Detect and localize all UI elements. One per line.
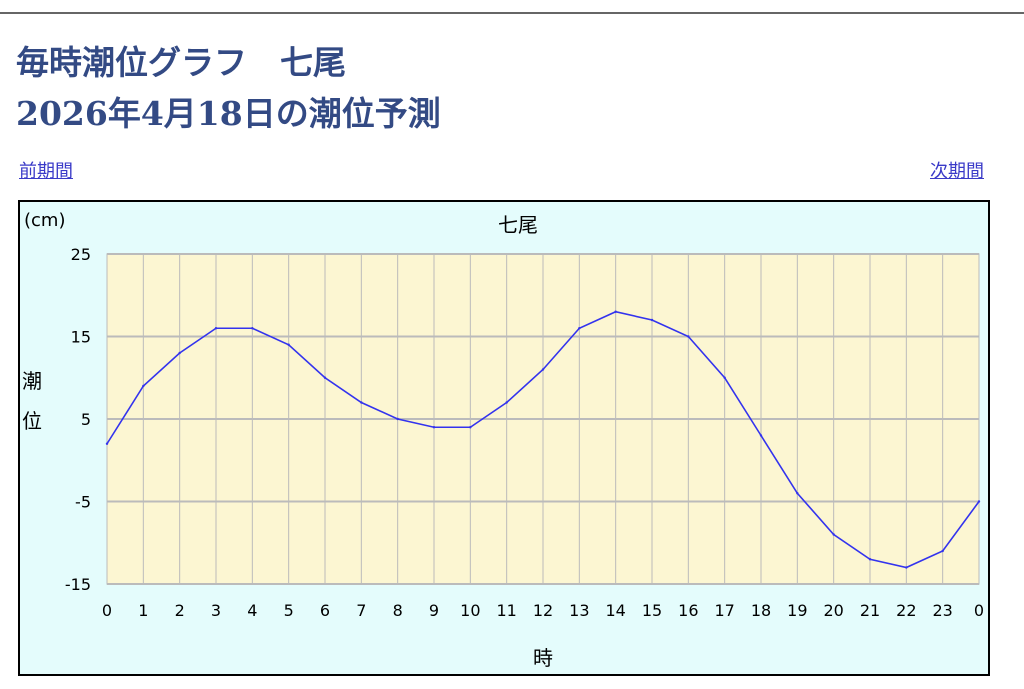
data-point: [396, 417, 399, 421]
chart-title: 七尾: [498, 213, 538, 237]
x-tick-label: 9: [429, 601, 439, 620]
x-tick-label: 23: [932, 601, 952, 620]
data-point: [723, 376, 726, 379]
data-point: [178, 351, 181, 355]
y-tick-label: 25: [71, 245, 91, 264]
x-tick-label: 1: [138, 601, 148, 620]
data-point: [287, 343, 290, 346]
data-point: [614, 310, 617, 313]
data-point: [505, 401, 508, 404]
data-point: [578, 327, 581, 330]
data-point: [469, 426, 472, 429]
x-tick-label: 5: [284, 601, 294, 620]
x-tick-label: 16: [678, 601, 698, 620]
tide-chart: 25 15 5 -5 -15 0 1 2 3 4 5 6 7 8 9 10 11 12 13 14 15 16 17 18 1…: [18, 200, 990, 676]
x-axis-label: 時: [533, 646, 553, 670]
y-tick-label: 5: [81, 410, 91, 429]
x-tick-label: 3: [211, 601, 221, 620]
y-tick-label: 15: [71, 328, 91, 347]
x-tick-label: 19: [787, 601, 807, 620]
prev-period-link[interactable]: 前期間: [19, 161, 73, 182]
x-tick-label: 0: [102, 601, 112, 620]
data-point: [796, 492, 799, 495]
data-point: [142, 384, 145, 388]
data-point: [214, 327, 218, 330]
grid-lines: [106, 253, 980, 585]
next-period-link[interactable]: 次期間: [930, 161, 984, 182]
data-point: [977, 500, 981, 503]
data-point: [905, 566, 908, 569]
data-point: [832, 533, 835, 536]
page-subtitle: 2026年4月18日の潮位予測: [16, 94, 441, 133]
data-point: [105, 442, 109, 445]
x-tick-label: 22: [896, 601, 916, 620]
x-tick-label: 14: [605, 601, 625, 620]
x-tick-label: 18: [751, 601, 771, 620]
data-point: [360, 401, 363, 404]
x-tick-labels: 0 1 2 3 4 5 6 7 8 9 10 11 12 13 14 15 16 17 18 19 20 21 22 23 0: [102, 601, 984, 620]
x-tick-label: 17: [714, 601, 734, 620]
x-tick-label: 0: [974, 601, 984, 620]
data-point: [541, 368, 545, 371]
x-tick-label: 2: [175, 601, 185, 620]
y-tick-label: -15: [65, 575, 91, 594]
x-tick-label: 10: [460, 601, 480, 620]
x-tick-label: 13: [569, 601, 589, 620]
y-axis-label-char-2: 位: [22, 409, 42, 433]
data-point: [251, 327, 254, 330]
data-point: [941, 549, 944, 553]
data-point: [650, 318, 654, 322]
y-unit-label: (cm): [24, 210, 65, 231]
x-tick-label: 20: [823, 601, 843, 620]
x-tick-label: 15: [642, 601, 662, 620]
x-tick-label: 6: [320, 601, 330, 620]
top-rule: [0, 12, 1024, 14]
page-title: 毎時潮位グラフ 七尾: [16, 43, 346, 82]
x-tick-label: 11: [496, 601, 516, 620]
x-tick-label: 8: [393, 601, 403, 620]
data-points: [105, 310, 981, 569]
y-tick-labels: 25 15 5 -5 -15: [65, 245, 91, 594]
data-point: [687, 335, 690, 338]
data-point: [323, 376, 327, 379]
data-point: [432, 426, 436, 429]
data-point: [759, 434, 763, 437]
y-tick-label: -5: [75, 493, 91, 512]
x-tick-label: 12: [533, 601, 553, 620]
data-point: [868, 558, 872, 561]
y-axis-label-char-1: 潮: [22, 369, 42, 393]
x-tick-label: 21: [860, 601, 880, 620]
x-tick-label: 7: [356, 601, 366, 620]
x-tick-label: 4: [247, 601, 257, 620]
